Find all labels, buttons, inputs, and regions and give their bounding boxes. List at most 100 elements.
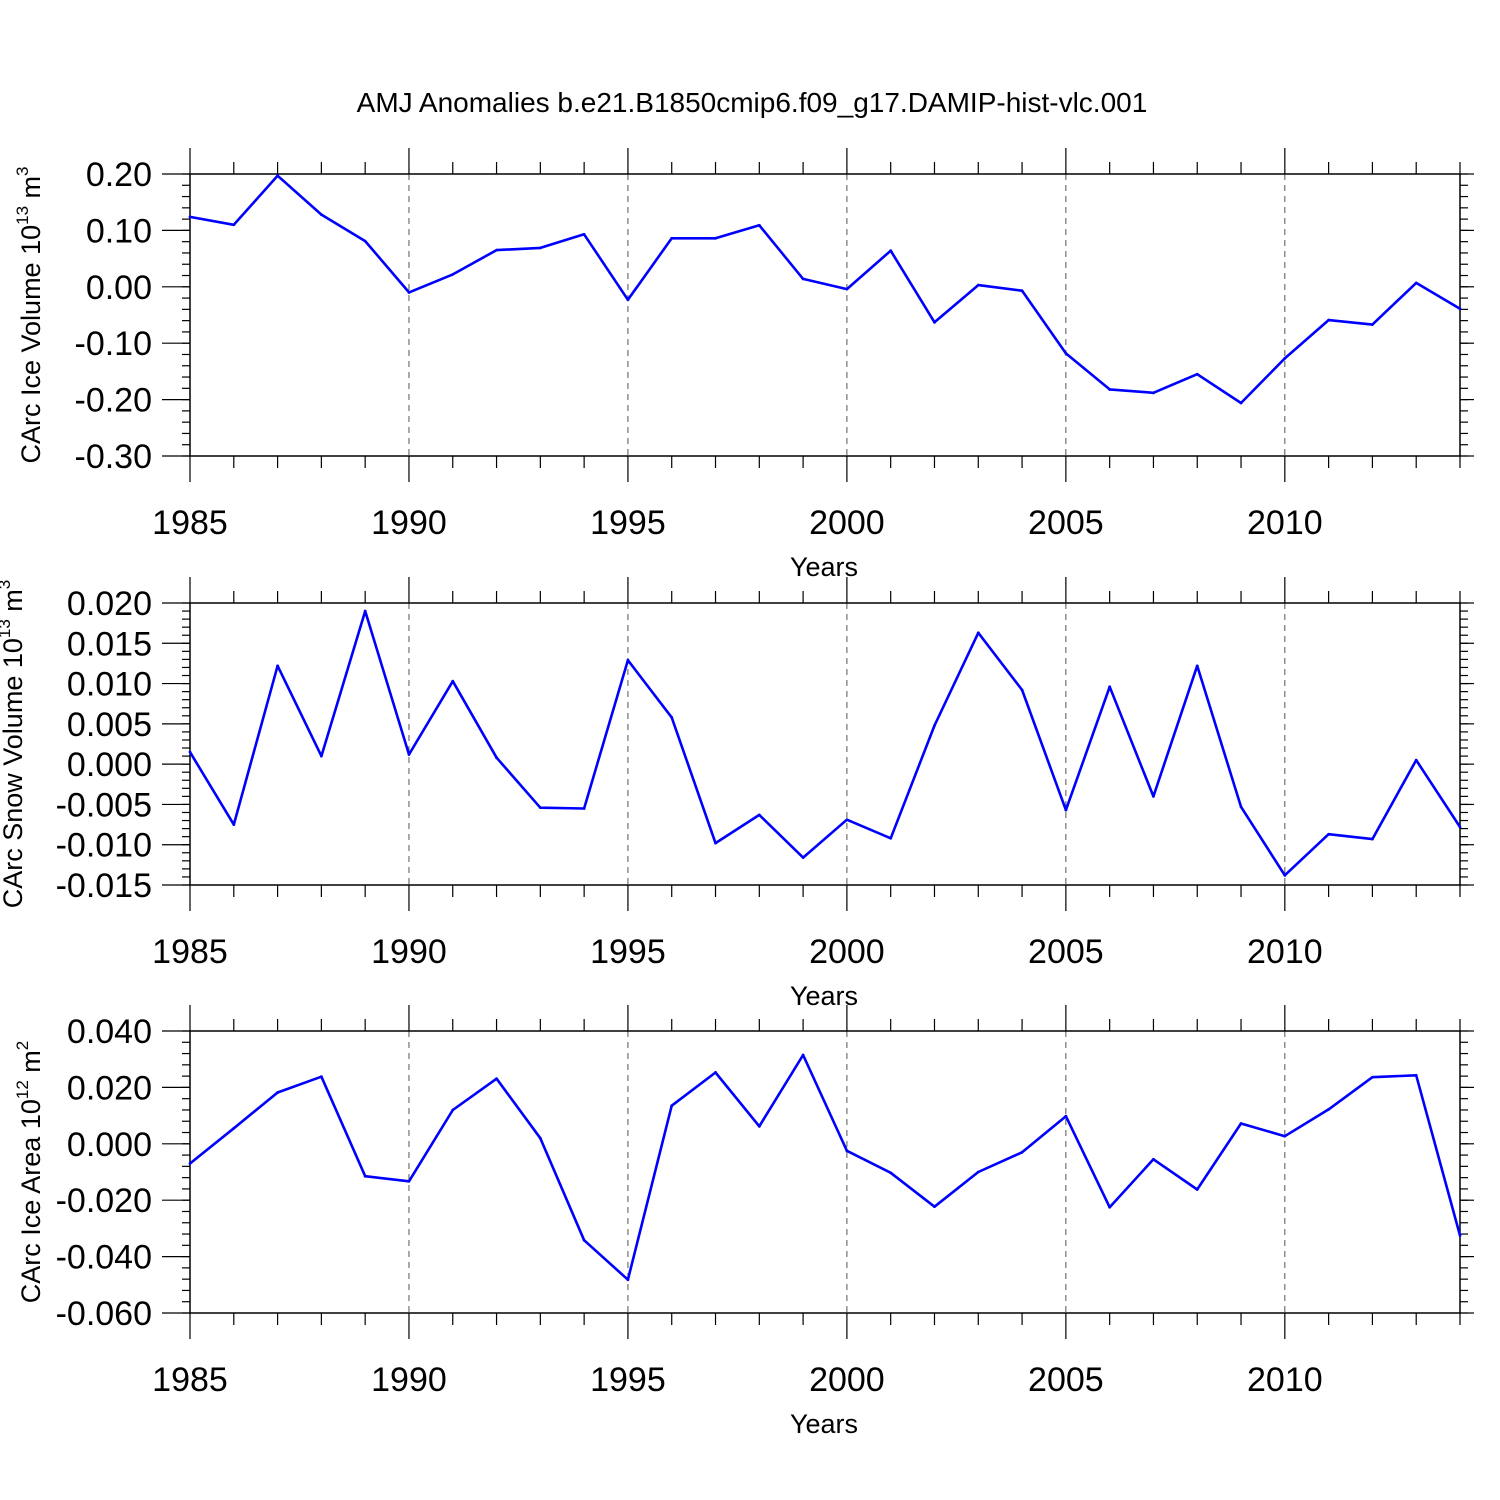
data-point-1999 [801, 277, 805, 281]
x-axis-title: Years [790, 981, 858, 1011]
x-tick-label: 1985 [152, 504, 228, 542]
data-point-1996 [670, 716, 674, 719]
data-point-2012 [1371, 1075, 1374, 1079]
data-point-2014 [1458, 825, 1462, 829]
y-tick-label: -0.005 [56, 786, 152, 824]
x-tick-label: 1985 [152, 933, 228, 971]
data-point-2003 [976, 631, 980, 635]
data-point-2005 [1064, 351, 1068, 355]
data-point-2008 [1195, 372, 1199, 376]
y-axis-title-main: CArc Ice Volume 10 [16, 225, 46, 464]
data-point-2012 [1371, 837, 1374, 841]
y-axis-title-exponent: 12 [13, 1080, 32, 1099]
data-point-1991 [451, 272, 455, 276]
data-point-2010 [1283, 357, 1287, 360]
data-point-1988 [319, 754, 323, 758]
data-point-2004 [1020, 688, 1024, 692]
y-axis-title: CArc Ice Volume 1013 m3 [13, 166, 46, 463]
data-point-2012 [1371, 323, 1374, 326]
data-point-2011 [1327, 832, 1331, 836]
data-point-1991 [451, 1108, 455, 1112]
y-tick-label: 0.010 [67, 666, 152, 704]
x-tick-label: 2000 [809, 933, 885, 971]
data-point-1994 [582, 1238, 586, 1242]
data-point-2008 [1195, 664, 1199, 668]
x-tick-label: 2005 [1028, 933, 1104, 971]
data-point-1987 [276, 664, 279, 668]
x-tick-label: 1990 [371, 504, 447, 542]
data-point-1986 [232, 1126, 236, 1130]
y-tick-label: 0.00 [86, 269, 152, 307]
y-axis-title-main: CArc Snow Volume 10 [0, 638, 28, 908]
y-tick-label: 0.10 [86, 212, 152, 250]
data-point-2010 [1283, 1134, 1287, 1138]
plot-frame [189, 602, 1461, 886]
y-axis-title-unit-exponent: 2 [13, 1041, 32, 1050]
data-point-1990 [407, 753, 411, 756]
data-point-2011 [1327, 1107, 1331, 1111]
x-tick-label: 2005 [1028, 504, 1104, 542]
y-tick-label: -0.060 [56, 1295, 152, 1333]
data-point-1989 [363, 609, 367, 613]
y-tick-label: -0.020 [56, 1182, 152, 1220]
x-tick-label: 1995 [590, 933, 666, 971]
data-point-1993 [538, 1136, 542, 1140]
x-tick-label: 1985 [152, 1361, 228, 1399]
y-tick-label: 0.000 [67, 1126, 152, 1164]
data-point-1999 [801, 1053, 805, 1057]
series-line [189, 174, 1461, 405]
data-point-2007 [1152, 391, 1155, 395]
data-point-1995 [626, 298, 630, 302]
data-point-1991 [451, 679, 455, 683]
data-point-2006 [1108, 1205, 1112, 1209]
y-axis-title-main: CArc Ice Area 10 [16, 1099, 46, 1303]
data-point-1988 [319, 213, 323, 217]
data-point-1998 [757, 813, 761, 817]
x-tick-label: 2010 [1247, 933, 1323, 971]
data-point-1986 [232, 223, 236, 227]
x-tick-label: 2010 [1247, 1361, 1323, 1399]
chart-panel-3: -0.060 -0.040 -0.020 0.000 0.020 0.040 1985 199… [13, 1005, 1474, 1439]
data-point-1992 [495, 248, 498, 252]
y-axis-title-unit: m [16, 1050, 46, 1080]
data-point-1987 [276, 174, 279, 178]
data-point-1997 [714, 236, 717, 240]
data-point-1993 [538, 246, 542, 250]
data-point-2000 [845, 818, 849, 822]
y-axis-title-unit: m [0, 589, 28, 619]
data-point-1989 [363, 239, 367, 243]
y-tick-label: 0.005 [67, 706, 152, 744]
x-tick-label: 1995 [590, 1361, 666, 1399]
data-point-2000 [845, 287, 849, 291]
data-point-1992 [495, 756, 498, 760]
y-tick-label: 0.000 [67, 746, 152, 784]
data-point-1999 [801, 856, 805, 860]
data-point-2008 [1195, 1188, 1199, 1191]
series-line [188, 609, 1462, 877]
chart-panel-2: -0.015-0.010-0.0050.0000.0050.0100.0150.… [0, 577, 1474, 1011]
data-point-1995 [626, 1278, 630, 1282]
y-tick-label: -0.010 [56, 827, 152, 865]
data-point-1986 [232, 823, 236, 826]
data-point-2013 [1414, 1073, 1418, 1077]
data-point-2007 [1152, 794, 1155, 798]
data-point-1997 [714, 841, 717, 845]
y-axis-title-unit: m [16, 176, 46, 206]
data-point-2007 [1152, 1157, 1155, 1161]
y-axis-title-exponent: 13 [0, 619, 14, 638]
y-tick-label: -0.30 [75, 438, 153, 476]
data-point-2000 [845, 1149, 849, 1153]
x-tick-label: 2000 [809, 504, 885, 542]
data-point-2006 [1108, 685, 1112, 689]
x-tick-label: 1990 [371, 933, 447, 971]
data-point-1989 [363, 1174, 367, 1178]
plot-frame [189, 173, 1461, 457]
data-point-1994 [582, 807, 586, 810]
data-point-1990 [407, 291, 411, 294]
data-point-2004 [1020, 289, 1024, 293]
data-point-2005 [1064, 808, 1068, 812]
y-tick-label: 0.20 [86, 156, 152, 194]
figure-title: AMJ Anomalies b.e21.B1850cmip6.f09_g17.D… [357, 87, 1148, 118]
data-point-2009 [1239, 401, 1243, 405]
